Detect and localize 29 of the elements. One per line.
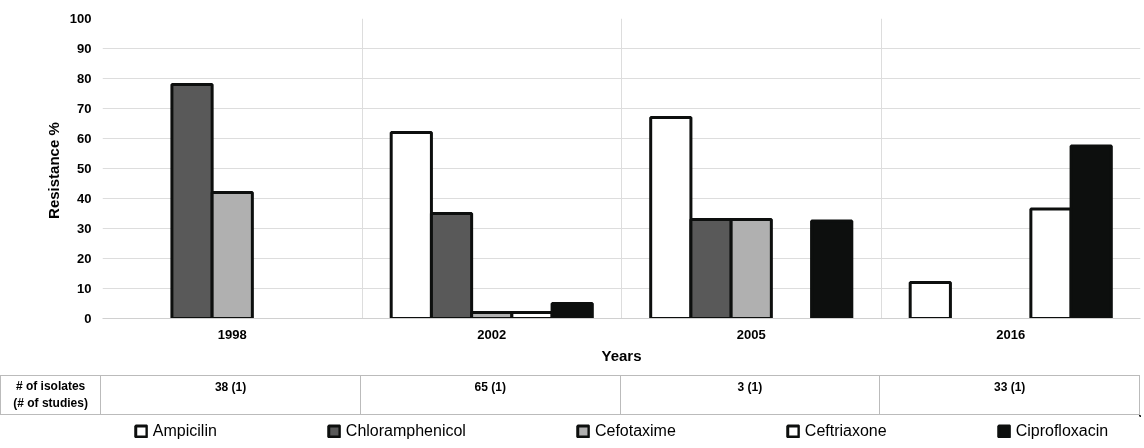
- y-tick-label: 50: [77, 161, 92, 176]
- y-tick-label: 40: [77, 191, 92, 206]
- text: 65 (1): [360, 375, 621, 415]
- y-tick-label: 30: [77, 221, 92, 236]
- x-tick-label: 1998: [217, 326, 247, 342]
- legend-label: Ciprofloxacin: [1015, 422, 1109, 440]
- legend-label: Ceftriaxone: [804, 422, 887, 440]
- bar: [908, 281, 952, 319]
- y-axis-title: Resistance %: [44, 122, 62, 219]
- y-tick-label: 90: [77, 41, 92, 56]
- text: 3 (1): [620, 375, 880, 415]
- x-tick-label: 2016: [996, 326, 1026, 342]
- legend-label: Ampicilin: [152, 422, 217, 440]
- x-axis-title: Years: [601, 346, 642, 364]
- y-tick-label: 70: [77, 101, 92, 116]
- x-tick-label: 2002: [477, 326, 507, 342]
- text: 33 (1): [879, 375, 1140, 415]
- x-tick-label: 2005: [736, 326, 766, 342]
- bar: [810, 219, 854, 319]
- text: 38 (1): [100, 375, 361, 415]
- text: # of isolates (# of studies): [0, 375, 101, 415]
- legend-label: Cefotaxime: [594, 422, 676, 440]
- y-tick-label: 60: [77, 131, 92, 146]
- y-tick-label: 10: [77, 281, 92, 296]
- y-tick-label: 0: [84, 311, 92, 326]
- legend-label: Chloramphenicol: [345, 422, 466, 440]
- y-tick-label: 100: [69, 11, 92, 26]
- y-tick-label: 20: [77, 251, 92, 266]
- y-tick-label: 80: [77, 71, 92, 86]
